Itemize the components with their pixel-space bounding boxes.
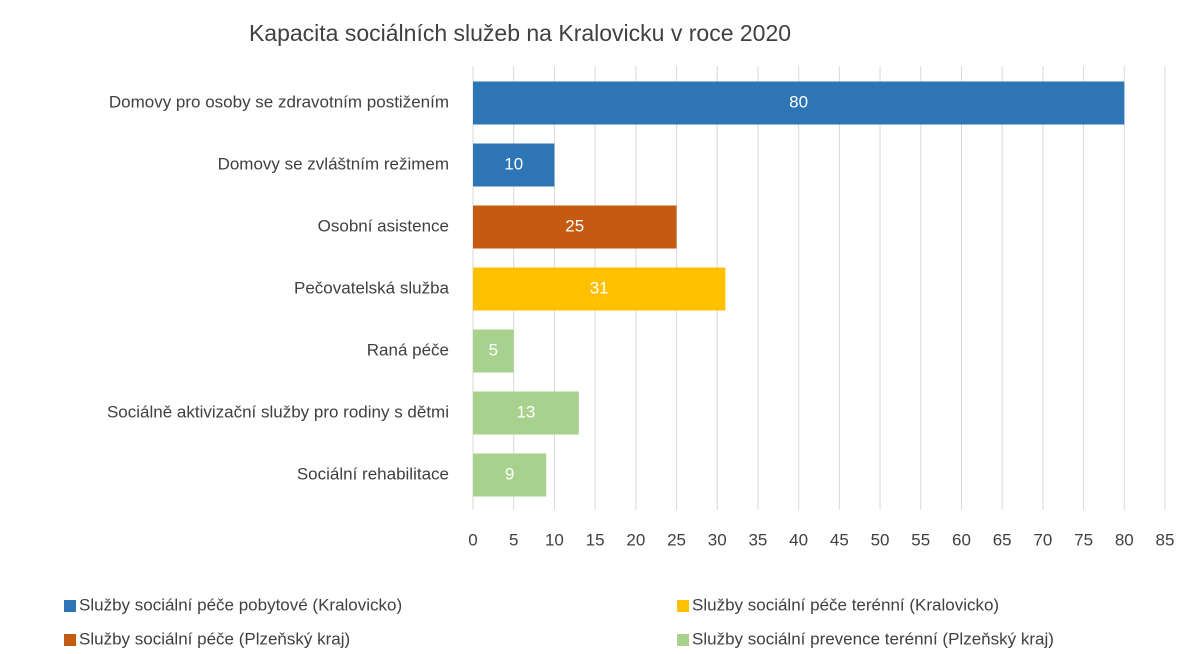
x-tick-label: 65 [993,530,1012,549]
x-tick-label: 80 [1115,530,1134,549]
x-tick-label: 35 [748,530,767,549]
x-tick-label: 15 [586,530,605,549]
data-label: 5 [489,340,498,359]
data-label: 10 [504,154,523,173]
x-tick-label: 45 [830,530,849,549]
x-tick-label: 0 [468,530,477,549]
y-tick-label: Sociálně aktivizační služby pro rodiny s… [107,402,449,421]
x-tick-label: 70 [1033,530,1052,549]
bar [473,267,726,311]
y-tick-label: Domovy se zvláštním režimem [218,154,449,173]
data-label: 9 [505,464,514,483]
legend-label: Služby sociální péče (Plzeňský kraj) [79,629,350,648]
legend-label: Služby sociální péče pobytové (Kralovick… [79,595,402,614]
bar [473,81,1125,125]
y-tick-label: Sociální rehabilitace [297,464,449,483]
x-tick-label: 50 [871,530,890,549]
x-tick-label: 85 [1156,530,1175,549]
y-tick-label: Osobní asistence [318,216,449,235]
bar [473,391,579,435]
data-label: 31 [590,278,609,297]
data-label: 80 [789,92,808,111]
chart-title: Kapacita sociálních služeb na Kralovicku… [249,20,791,46]
x-tick-label: 20 [626,530,645,549]
bar [473,329,514,373]
bar [473,205,677,249]
data-label: 25 [565,216,584,235]
bar [473,453,547,497]
legend-swatch [677,634,689,646]
x-tick-label: 40 [789,530,808,549]
bar [473,143,555,187]
data-label: 13 [516,402,535,421]
x-tick-label: 5 [509,530,518,549]
legend-swatch [64,634,76,646]
x-tick-label: 55 [911,530,930,549]
y-tick-label: Domovy pro osoby se zdravotním postižení… [109,92,449,111]
x-tick-label: 10 [545,530,564,549]
y-tick-label: Pečovatelská služba [294,278,450,297]
y-tick-label: Raná péče [367,340,449,359]
x-tick-label: 30 [708,530,727,549]
x-tick-label: 75 [1074,530,1093,549]
legend-label: Služby sociální prevence terénní (Plzeňs… [692,629,1054,648]
x-tick-label: 60 [952,530,971,549]
x-tick-label: 25 [667,530,686,549]
legend-swatch [677,600,689,612]
legend-label: Služby sociální péče terénní (Kralovicko… [692,595,999,614]
legend-swatch [64,600,76,612]
